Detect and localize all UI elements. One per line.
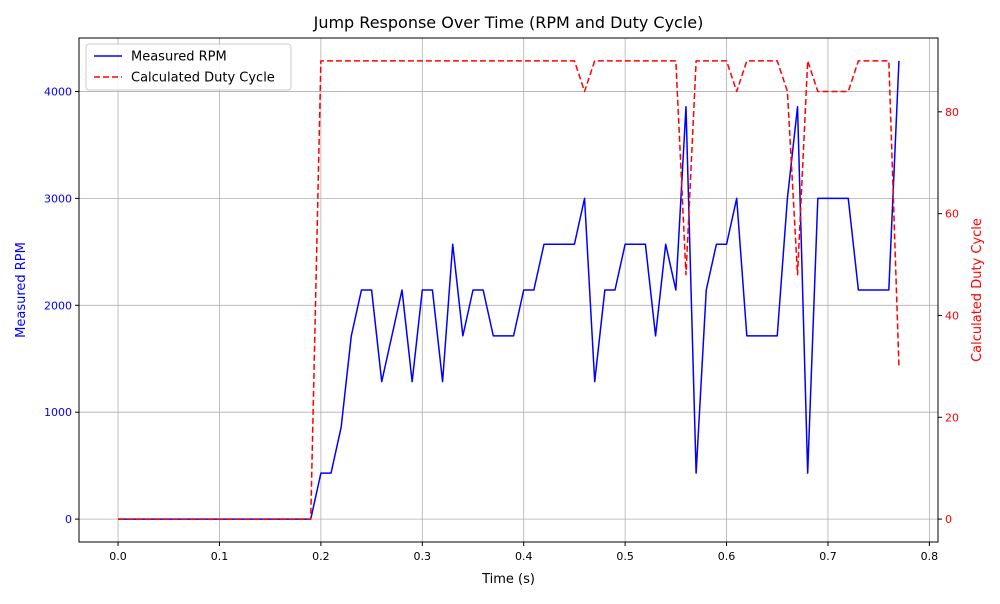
y-right-tick-label: 60	[945, 208, 959, 221]
y-left-axis-label: Measured RPM	[14, 242, 29, 338]
x-tick-label: 0.6	[718, 550, 736, 563]
y-right-tick-label: 0	[945, 513, 952, 526]
grid-layer	[79, 38, 938, 542]
y-left-tick-label: 0	[65, 513, 72, 526]
y-right-axis-label: Calculated Duty Cycle	[970, 218, 985, 362]
chart-title: Jump Response Over Time (RPM and Duty Cy…	[313, 13, 704, 32]
x-tick-label: 0.1	[211, 550, 229, 563]
series-layer	[118, 60, 900, 520]
x-tick-label: 0.5	[616, 550, 634, 563]
y-right-tick-label: 80	[945, 106, 959, 119]
y-left-tick-label: 1000	[44, 406, 72, 419]
y-left-tick-label: 3000	[44, 192, 72, 205]
legend-box	[85, 43, 292, 91]
series-line-calculated-duty-cycle	[118, 60, 900, 520]
x-tick-label: 0.8	[921, 550, 939, 563]
x-tick-label: 0.3	[414, 550, 432, 563]
y-right-tick-label: 40	[945, 309, 959, 322]
x-tick-label: 0.4	[515, 550, 533, 563]
y-left-tick-label: 4000	[44, 85, 72, 98]
x-axis-label: Time (s)	[481, 572, 535, 587]
legend-label-measured-rpm: Measured RPM	[131, 50, 227, 65]
y-left-tick-label: 2000	[44, 299, 72, 312]
axes-layer: 0.0 0.1 0.2 0.3 0.4 0.5 0.6 0.7 0.8 0 1000 2000 3000…	[44, 85, 959, 563]
legend: Measured RPM Calculated Duty Cycle	[85, 43, 292, 91]
y-right-tick-label: 20	[945, 411, 959, 424]
plot-frame	[78, 37, 939, 543]
series-line-measured-rpm	[118, 60, 900, 520]
legend-label-calculated-duty-cycle: Calculated Duty Cycle	[131, 71, 275, 86]
x-tick-label: 0.2	[312, 550, 330, 563]
x-tick-label: 0.7	[819, 550, 837, 563]
x-tick-label: 0.0	[109, 550, 127, 563]
